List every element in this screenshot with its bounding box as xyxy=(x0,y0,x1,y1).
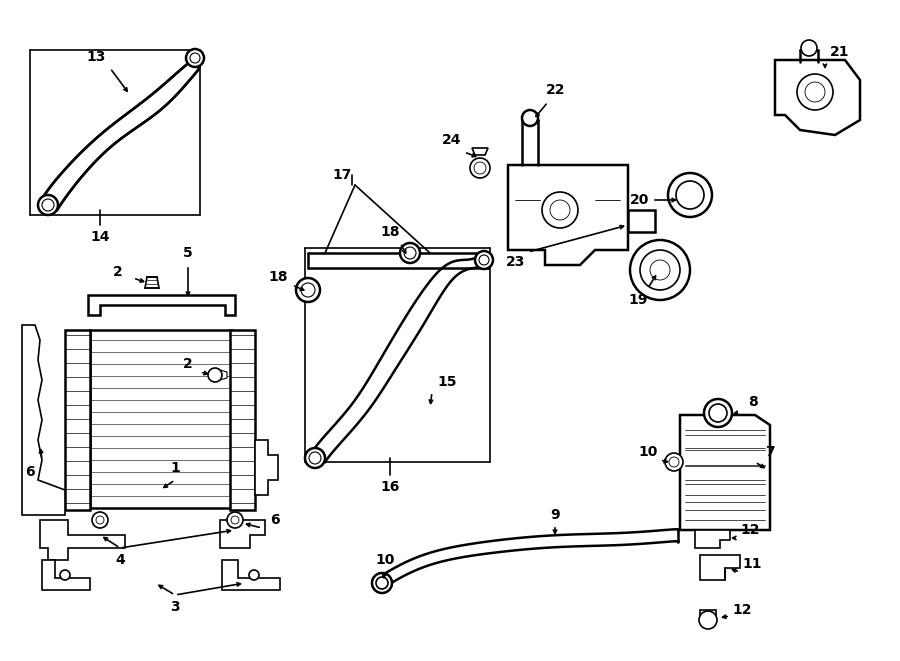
Circle shape xyxy=(372,573,392,593)
Circle shape xyxy=(38,195,58,215)
Polygon shape xyxy=(508,165,628,265)
Circle shape xyxy=(704,399,732,427)
Polygon shape xyxy=(220,370,227,380)
Circle shape xyxy=(96,516,104,524)
Circle shape xyxy=(797,74,833,110)
Text: 10: 10 xyxy=(375,553,395,567)
Circle shape xyxy=(709,404,727,422)
Polygon shape xyxy=(42,55,200,210)
Circle shape xyxy=(231,516,239,524)
Circle shape xyxy=(309,452,321,464)
Polygon shape xyxy=(145,277,159,288)
Circle shape xyxy=(522,110,538,126)
Circle shape xyxy=(542,192,578,228)
Circle shape xyxy=(372,573,392,593)
Text: 20: 20 xyxy=(630,193,650,207)
Text: 1: 1 xyxy=(170,461,180,475)
Polygon shape xyxy=(22,325,65,515)
Text: 2: 2 xyxy=(113,265,123,279)
Polygon shape xyxy=(310,255,490,462)
Circle shape xyxy=(805,82,825,102)
Circle shape xyxy=(699,611,717,629)
Text: 18: 18 xyxy=(268,270,288,284)
Circle shape xyxy=(640,250,680,290)
Circle shape xyxy=(296,278,320,302)
Polygon shape xyxy=(230,330,255,510)
Circle shape xyxy=(479,255,489,265)
Polygon shape xyxy=(700,555,740,580)
Polygon shape xyxy=(628,210,655,232)
Text: 21: 21 xyxy=(830,45,850,59)
Circle shape xyxy=(669,457,679,467)
Text: 2: 2 xyxy=(183,357,193,371)
Polygon shape xyxy=(700,610,716,618)
Text: 6: 6 xyxy=(25,465,35,479)
Text: 17: 17 xyxy=(332,168,352,182)
Text: 12: 12 xyxy=(733,603,751,617)
Circle shape xyxy=(630,240,690,300)
Polygon shape xyxy=(220,520,265,548)
Text: 8: 8 xyxy=(748,395,758,409)
Circle shape xyxy=(305,448,325,468)
Circle shape xyxy=(208,368,222,382)
Circle shape xyxy=(42,199,54,211)
Bar xyxy=(90,330,232,508)
Circle shape xyxy=(475,251,493,269)
Circle shape xyxy=(801,40,817,56)
Polygon shape xyxy=(88,295,235,315)
Polygon shape xyxy=(695,530,730,548)
Text: 7: 7 xyxy=(765,445,775,459)
Text: 15: 15 xyxy=(437,375,456,389)
Circle shape xyxy=(676,181,704,209)
Circle shape xyxy=(60,570,70,580)
Circle shape xyxy=(190,53,200,63)
Circle shape xyxy=(400,243,420,263)
Text: 11: 11 xyxy=(742,557,761,571)
Text: 24: 24 xyxy=(442,133,462,147)
Polygon shape xyxy=(378,529,679,590)
Circle shape xyxy=(650,260,670,280)
Polygon shape xyxy=(775,60,860,135)
Text: 3: 3 xyxy=(170,600,180,614)
Polygon shape xyxy=(222,560,280,590)
Circle shape xyxy=(186,49,204,67)
Circle shape xyxy=(92,512,108,528)
Text: 14: 14 xyxy=(90,230,110,244)
Circle shape xyxy=(470,158,490,178)
Circle shape xyxy=(249,570,259,580)
Text: 22: 22 xyxy=(546,83,566,97)
Text: 10: 10 xyxy=(638,445,658,459)
Text: 5: 5 xyxy=(183,246,193,260)
Polygon shape xyxy=(40,520,125,560)
Text: 9: 9 xyxy=(550,508,560,522)
Circle shape xyxy=(376,577,388,589)
Circle shape xyxy=(301,283,315,297)
Text: 12: 12 xyxy=(740,523,760,537)
Circle shape xyxy=(227,512,243,528)
Circle shape xyxy=(404,247,416,259)
Polygon shape xyxy=(255,440,278,495)
Circle shape xyxy=(668,173,712,217)
Text: 16: 16 xyxy=(381,480,400,494)
Polygon shape xyxy=(472,148,488,155)
Text: 13: 13 xyxy=(86,50,105,64)
Text: 23: 23 xyxy=(507,255,526,269)
Text: 6: 6 xyxy=(270,513,280,527)
Polygon shape xyxy=(42,560,90,590)
Circle shape xyxy=(474,162,486,174)
Text: 4: 4 xyxy=(115,553,125,567)
Text: 19: 19 xyxy=(628,293,648,307)
Text: 18: 18 xyxy=(380,225,400,239)
Polygon shape xyxy=(680,415,770,530)
Circle shape xyxy=(550,200,570,220)
Polygon shape xyxy=(65,330,90,510)
Circle shape xyxy=(665,453,683,471)
